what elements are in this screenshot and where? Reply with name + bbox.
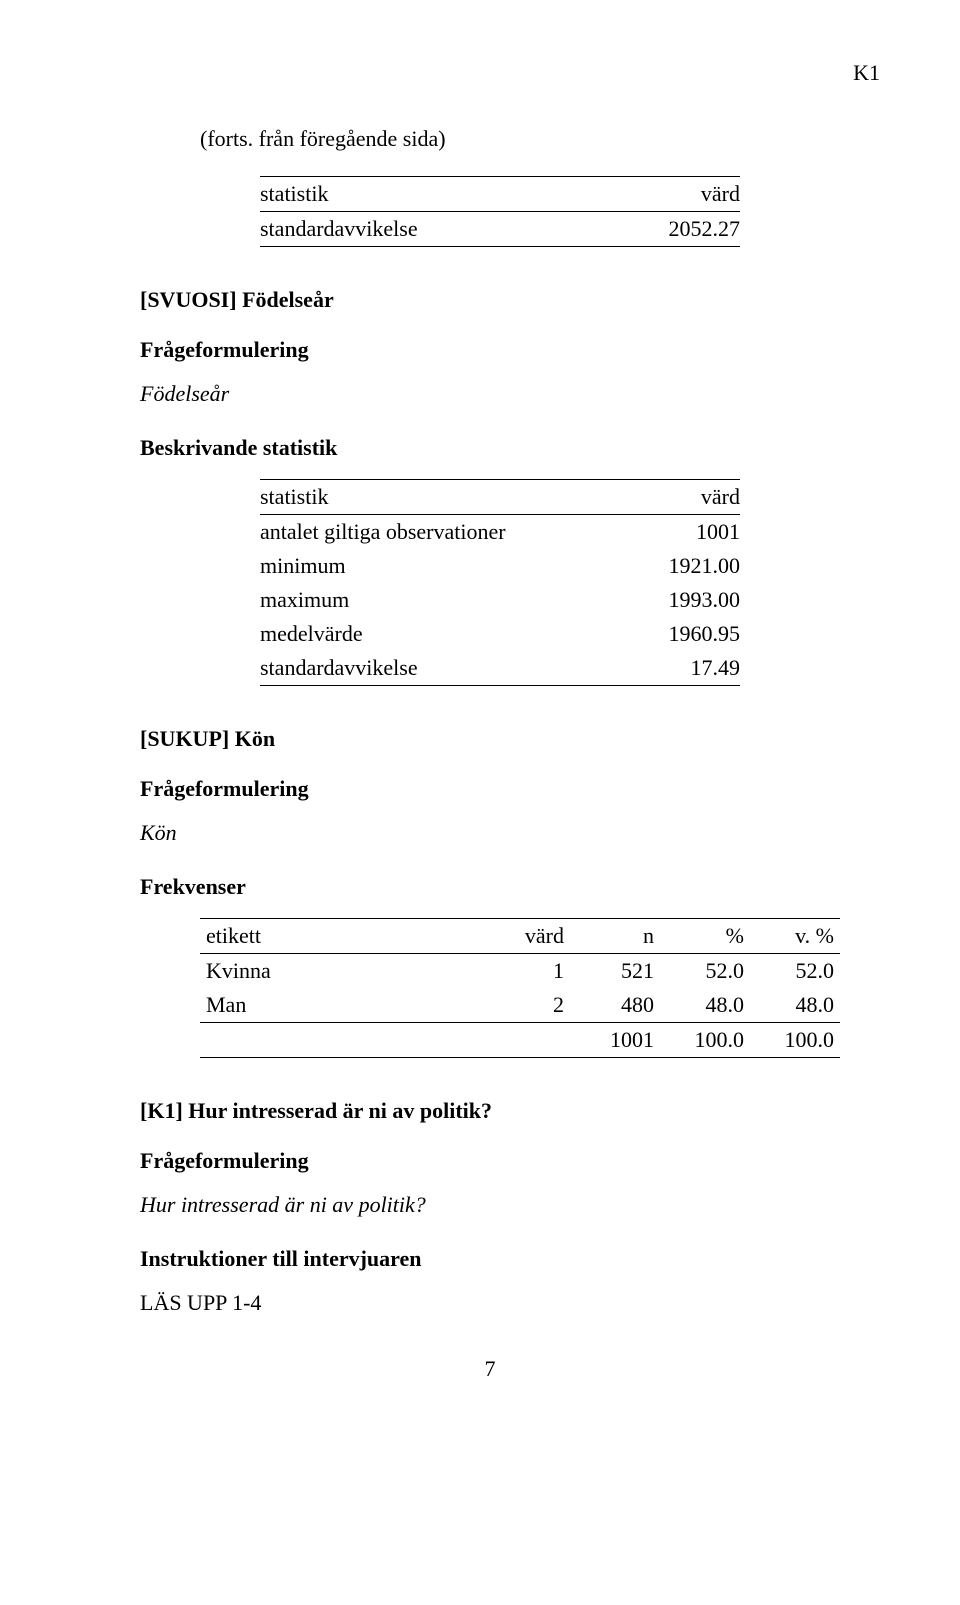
continuation-note: (forts. från föregående sida) [140, 126, 840, 152]
page-number: 7 [140, 1356, 840, 1382]
freq-row-pct: 52.0 [660, 954, 750, 989]
freq-hdr-n: n [570, 919, 660, 954]
stat2-row-label: maximum [260, 583, 632, 617]
freq-total-n: 1001 [570, 1023, 660, 1058]
freq-total-blank2 [480, 1023, 570, 1058]
stat2-row-value: 1993.00 [632, 583, 740, 617]
stat2-hdr-val: värd [632, 480, 740, 515]
freq-total-vpct: 100.0 [750, 1023, 840, 1058]
freq-hdr-pct: % [660, 919, 750, 954]
stat2-row-value: 1921.00 [632, 549, 740, 583]
freq-hdr-val: värd [480, 919, 570, 954]
freq-hdr-label: etikett [200, 919, 480, 954]
freq-total-blank1 [200, 1023, 480, 1058]
section1-sub: Frågeformulering [140, 337, 840, 363]
freq-row-label: Kvinna [200, 954, 480, 989]
stat2-row-label: standardavvikelse [260, 651, 632, 686]
freq-row-val: 1 [480, 954, 570, 989]
stat1-row-value: 2052.27 [590, 212, 740, 247]
freq-row-val: 2 [480, 988, 570, 1023]
freq-row-n: 521 [570, 954, 660, 989]
section2-sub: Frågeformulering [140, 776, 840, 802]
section3-title: [K1] Hur intresserad är ni av politik? [140, 1098, 840, 1124]
freq-row-label: Man [200, 988, 480, 1023]
freq-total-pct: 100.0 [660, 1023, 750, 1058]
stat2-row-value: 17.49 [632, 651, 740, 686]
stat2-row-label: minimum [260, 549, 632, 583]
stat-table-2: statistik värd antalet giltiga observati… [260, 479, 740, 686]
stat2-row-label: antalet giltiga observationer [260, 515, 632, 550]
section3-instr-body: LÄS UPP 1-4 [140, 1290, 840, 1316]
stat-table-1: statistik värd standardavvikelse 2052.27 [260, 176, 740, 247]
freq-row-n: 480 [570, 988, 660, 1023]
corner-label: K1 [140, 60, 880, 86]
freq-row-pct: 48.0 [660, 988, 750, 1023]
stat2-row-value: 1960.95 [632, 617, 740, 651]
section3-sub: Frågeformulering [140, 1148, 840, 1174]
section1-desc: Beskrivande statistik [140, 435, 840, 461]
section2-desc: Frekvenser [140, 874, 840, 900]
stat2-row-value: 1001 [632, 515, 740, 550]
section2-italic: Kön [140, 820, 840, 846]
section2-title: [SUKUP] Kön [140, 726, 840, 752]
stat1-hdr-val: värd [590, 177, 740, 212]
stat1-hdr-stat: statistik [260, 177, 590, 212]
freq-table: etikett värd n % v. % Kvinna 1 521 52.0 … [200, 918, 840, 1058]
freq-hdr-vpct: v. % [750, 919, 840, 954]
stat2-hdr-stat: statistik [260, 480, 632, 515]
freq-row-vpct: 52.0 [750, 954, 840, 989]
stat2-row-label: medelvärde [260, 617, 632, 651]
stat1-row-label: standardavvikelse [260, 212, 590, 247]
section1-title: [SVUOSI] Födelseår [140, 287, 840, 313]
freq-row-vpct: 48.0 [750, 988, 840, 1023]
section3-instr-hdr: Instruktioner till intervjuaren [140, 1246, 840, 1272]
section3-italic: Hur intresserad är ni av politik? [140, 1192, 840, 1218]
section1-italic: Födelseår [140, 381, 840, 407]
